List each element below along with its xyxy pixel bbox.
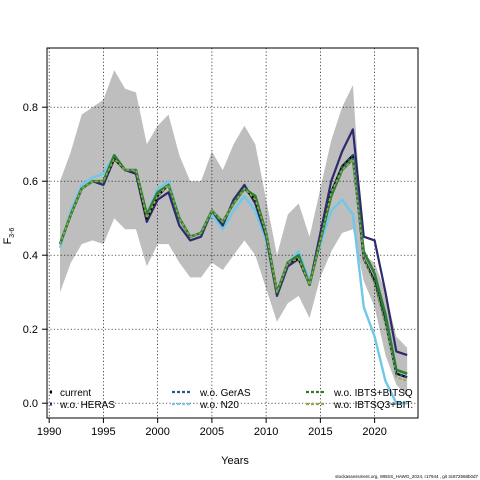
confidence-band-layer <box>60 70 408 396</box>
y-tick-label: 0.8 <box>23 102 38 114</box>
legend-label: w.o. IBTSQ3+BIT: <box>333 400 413 411</box>
series-line-4 <box>58 154 408 375</box>
confidence-band <box>60 70 408 396</box>
y-tick-label: 0.2 <box>23 324 38 336</box>
legend-label: w.o. N20 <box>199 400 239 411</box>
y-tick-label: 0.6 <box>23 176 38 188</box>
grid-layer <box>47 48 418 418</box>
y-tick-label: 0.0 <box>23 398 38 410</box>
y-axis-label-subscript: 3-6 <box>9 227 16 237</box>
x-tick-label: 2010 <box>254 426 278 438</box>
legend-label: w.o. GerAS <box>199 388 251 399</box>
x-tick-label: 2015 <box>308 426 332 438</box>
y-tick-label: 0.4 <box>23 250 38 262</box>
legend: current w.o. GerAS w.o. IBTS+BITSQ w.o. HER… <box>50 388 413 411</box>
series-layer <box>58 128 408 405</box>
x-tick-label: 1990 <box>37 426 61 438</box>
series-line-2 <box>59 154 408 378</box>
legend-label: current <box>60 388 91 399</box>
legend-label: w.o. HERAS <box>59 400 115 411</box>
axes: 1990 1995 2000 2005 2010 2015 2020 0.0 0.2 0.4 0.6… <box>23 102 387 438</box>
x-tick-label: 2000 <box>145 426 169 438</box>
x-tick-label: 1995 <box>91 426 115 438</box>
x-axis-label: Years <box>221 455 249 467</box>
plot-frame <box>46 47 419 419</box>
x-tick-label: 2005 <box>200 426 224 438</box>
y-axis-label-main: F <box>2 237 14 244</box>
legend-label: w.o. IBTS+BITSQ <box>333 388 413 399</box>
x-tick-label: 2020 <box>362 426 386 438</box>
y-axis-label: F3-6 <box>2 227 16 244</box>
footer-credit: stockassessment.org, WBSS_HAWG_2024, r17… <box>335 474 478 479</box>
